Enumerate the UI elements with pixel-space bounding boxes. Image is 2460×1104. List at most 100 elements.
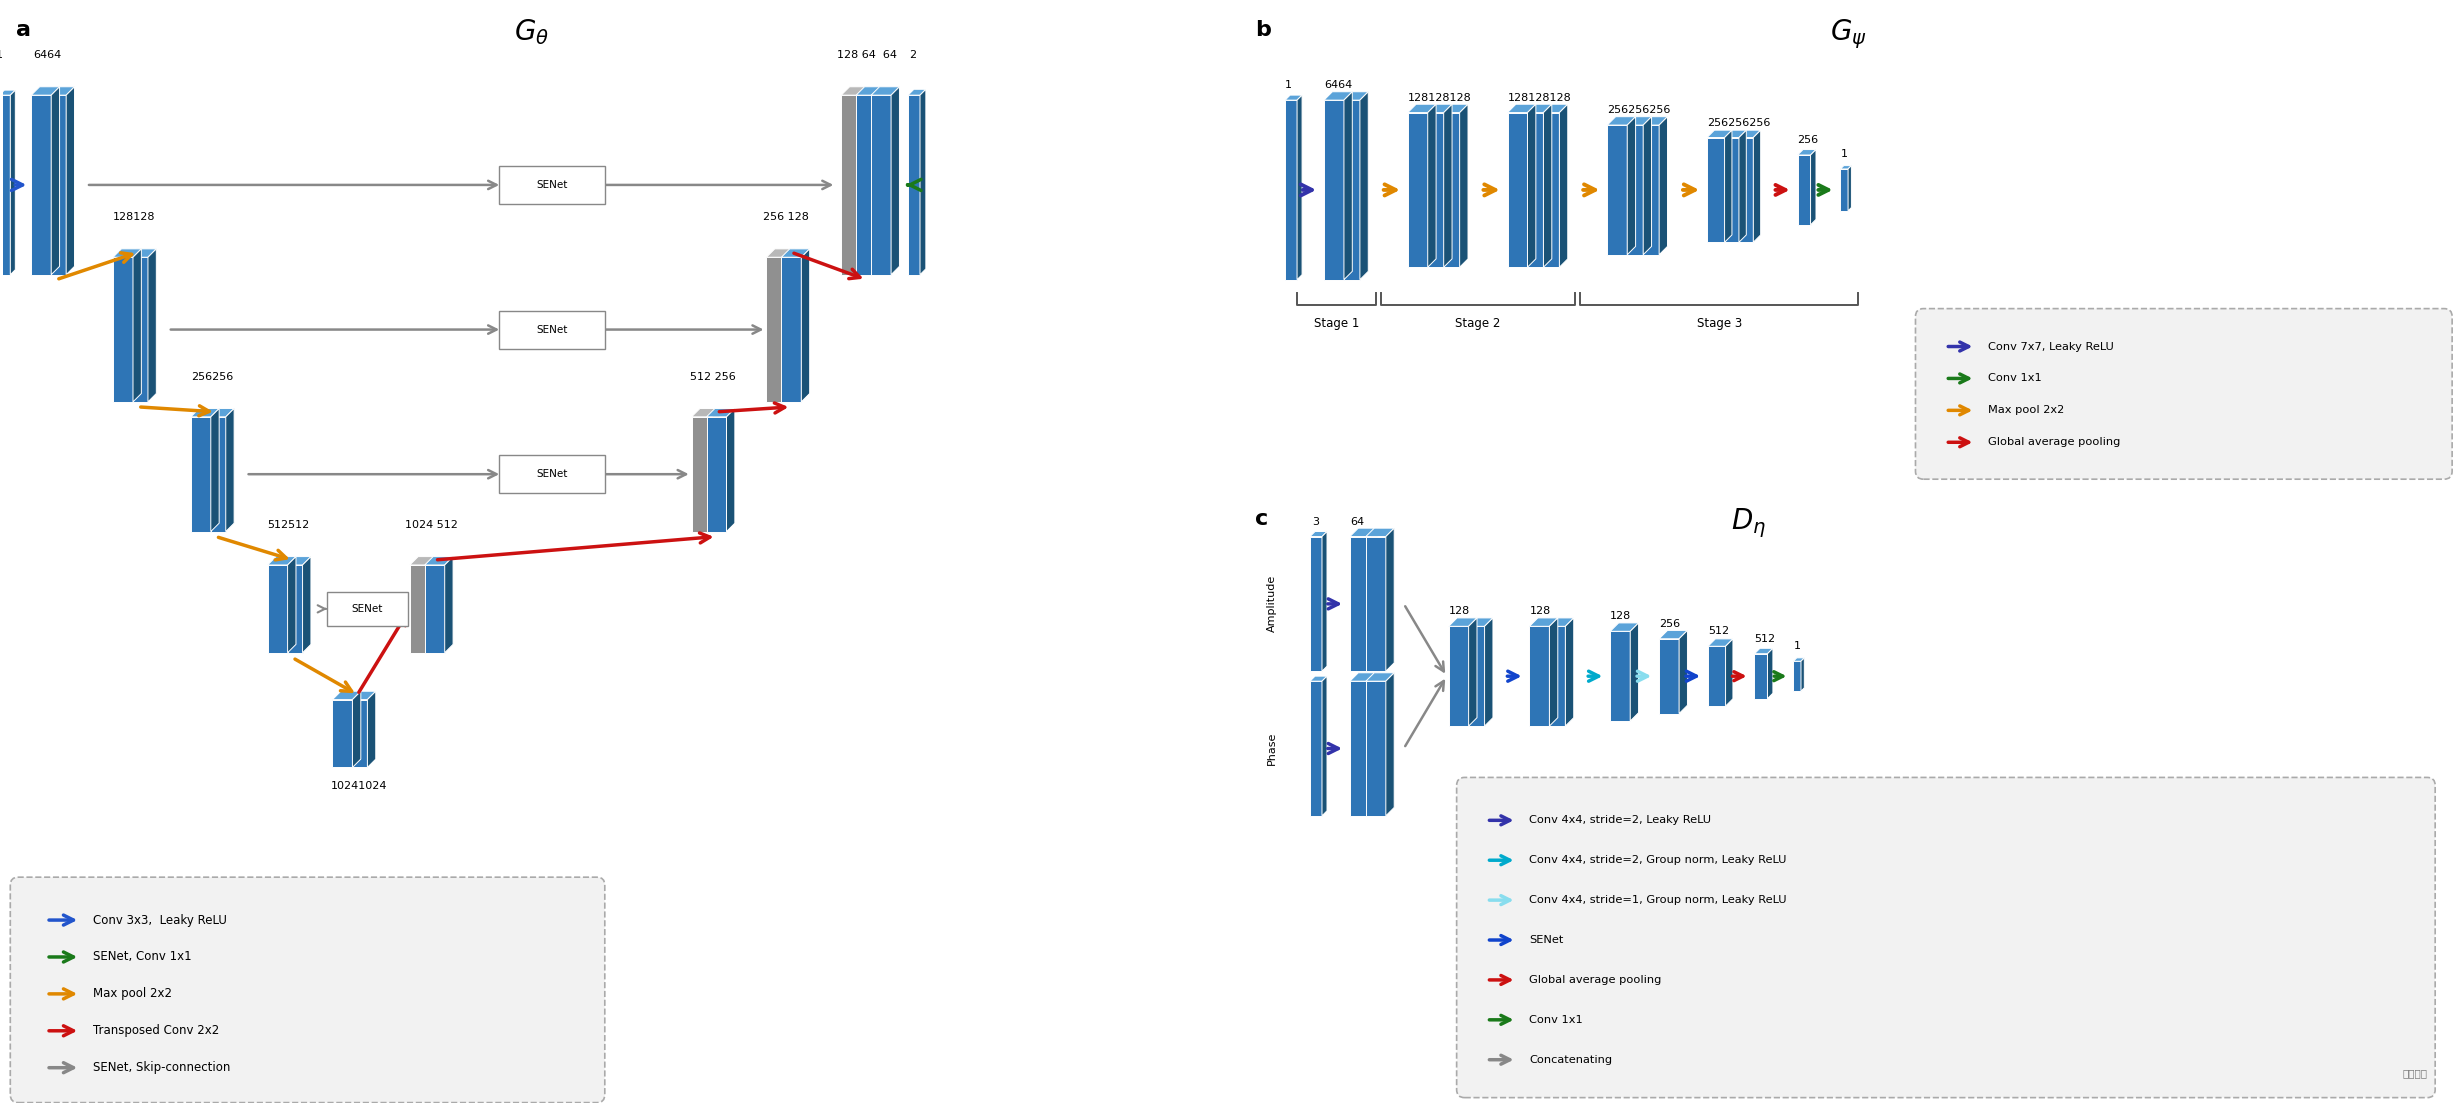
Polygon shape <box>367 691 376 767</box>
Text: 128 64  64: 128 64 64 <box>836 51 898 61</box>
Polygon shape <box>1550 618 1557 726</box>
Polygon shape <box>1624 125 1643 255</box>
Polygon shape <box>1439 104 1469 113</box>
Text: Concatenating: Concatenating <box>1530 1054 1614 1064</box>
Polygon shape <box>1611 623 1638 631</box>
Polygon shape <box>920 89 925 275</box>
Polygon shape <box>871 95 891 275</box>
Polygon shape <box>192 417 212 531</box>
Polygon shape <box>1370 672 1378 816</box>
Polygon shape <box>1658 639 1680 713</box>
Polygon shape <box>691 408 721 417</box>
Text: Amplitude: Amplitude <box>1267 575 1277 633</box>
Polygon shape <box>1464 626 1483 726</box>
Polygon shape <box>411 556 438 565</box>
Polygon shape <box>1707 646 1724 707</box>
Polygon shape <box>891 87 900 275</box>
Polygon shape <box>1321 531 1326 671</box>
Text: 512: 512 <box>1707 626 1729 636</box>
Text: $G_{\theta}$: $G_{\theta}$ <box>514 18 549 47</box>
Polygon shape <box>128 257 148 402</box>
Polygon shape <box>133 248 140 402</box>
Polygon shape <box>113 257 133 402</box>
Polygon shape <box>1464 618 1493 626</box>
Polygon shape <box>1424 113 1444 267</box>
Text: 6464: 6464 <box>34 51 62 61</box>
Text: Global average pooling: Global average pooling <box>1988 437 2121 447</box>
Text: Conv 4x4, stride=1, Group norm, Leaky ReLU: Conv 4x4, stride=1, Group norm, Leaky Re… <box>1530 895 1786 905</box>
Polygon shape <box>411 565 430 652</box>
Polygon shape <box>212 408 219 531</box>
Polygon shape <box>1643 117 1651 255</box>
Polygon shape <box>426 556 453 565</box>
Text: 6464: 6464 <box>1323 81 1353 91</box>
Text: $G_{\psi}$: $G_{\psi}$ <box>1830 18 1867 51</box>
Polygon shape <box>1483 618 1493 726</box>
Text: SENet: SENet <box>1530 935 1565 945</box>
Text: Max pool 2x2: Max pool 2x2 <box>93 987 172 1000</box>
Text: 512: 512 <box>1754 634 1776 644</box>
Polygon shape <box>1707 639 1732 646</box>
Polygon shape <box>332 700 352 767</box>
Text: SENet: SENet <box>352 604 384 614</box>
Polygon shape <box>1722 138 1739 242</box>
Polygon shape <box>908 95 920 275</box>
Polygon shape <box>1439 113 1459 267</box>
Text: 256: 256 <box>1658 619 1680 629</box>
Text: a: a <box>17 20 32 41</box>
Polygon shape <box>1638 125 1658 255</box>
Polygon shape <box>841 95 861 275</box>
FancyBboxPatch shape <box>327 592 408 626</box>
Polygon shape <box>1754 648 1774 654</box>
Polygon shape <box>1793 658 1803 661</box>
Text: Stage 2: Stage 2 <box>1456 317 1501 330</box>
Polygon shape <box>1565 618 1574 726</box>
Polygon shape <box>283 565 303 652</box>
Polygon shape <box>1658 630 1688 639</box>
Polygon shape <box>207 417 226 531</box>
Polygon shape <box>1311 531 1326 537</box>
Text: Conv 4x4, stride=2, Group norm, Leaky ReLU: Conv 4x4, stride=2, Group norm, Leaky Re… <box>1530 856 1786 866</box>
Polygon shape <box>768 248 795 257</box>
Polygon shape <box>1351 681 1370 816</box>
Polygon shape <box>1508 104 1535 113</box>
FancyBboxPatch shape <box>1456 777 2435 1097</box>
Polygon shape <box>1407 104 1437 113</box>
Polygon shape <box>113 248 140 257</box>
Text: Conv 7x7, Leaky ReLU: Conv 7x7, Leaky ReLU <box>1988 341 2113 351</box>
Polygon shape <box>1311 676 1326 681</box>
Polygon shape <box>768 257 787 402</box>
Polygon shape <box>128 248 157 257</box>
Polygon shape <box>1626 117 1636 255</box>
Polygon shape <box>1530 618 1557 626</box>
Polygon shape <box>1707 138 1724 242</box>
Text: Global average pooling: Global average pooling <box>1530 975 1663 985</box>
Polygon shape <box>802 248 809 402</box>
Polygon shape <box>1449 626 1469 726</box>
Polygon shape <box>1523 113 1542 267</box>
Polygon shape <box>856 87 886 95</box>
Text: 128128128: 128128128 <box>1508 93 1572 103</box>
Polygon shape <box>426 565 445 652</box>
Polygon shape <box>1798 149 1815 155</box>
Polygon shape <box>1658 117 1668 255</box>
Polygon shape <box>861 87 868 275</box>
Polygon shape <box>288 556 295 652</box>
Polygon shape <box>47 95 66 275</box>
Text: 1: 1 <box>1284 81 1292 91</box>
Polygon shape <box>0 91 15 95</box>
Polygon shape <box>192 408 219 417</box>
Polygon shape <box>268 565 288 652</box>
Polygon shape <box>47 87 74 95</box>
Text: SENet: SENet <box>536 325 568 335</box>
Polygon shape <box>1611 631 1631 721</box>
Polygon shape <box>1793 661 1801 691</box>
Text: Phase: Phase <box>1267 732 1277 765</box>
Polygon shape <box>1766 648 1774 699</box>
Polygon shape <box>1798 155 1811 225</box>
Polygon shape <box>1540 113 1560 267</box>
Text: SENet, Skip-connection: SENet, Skip-connection <box>93 1061 231 1074</box>
Polygon shape <box>332 691 362 700</box>
Polygon shape <box>706 408 736 417</box>
Polygon shape <box>268 556 295 565</box>
